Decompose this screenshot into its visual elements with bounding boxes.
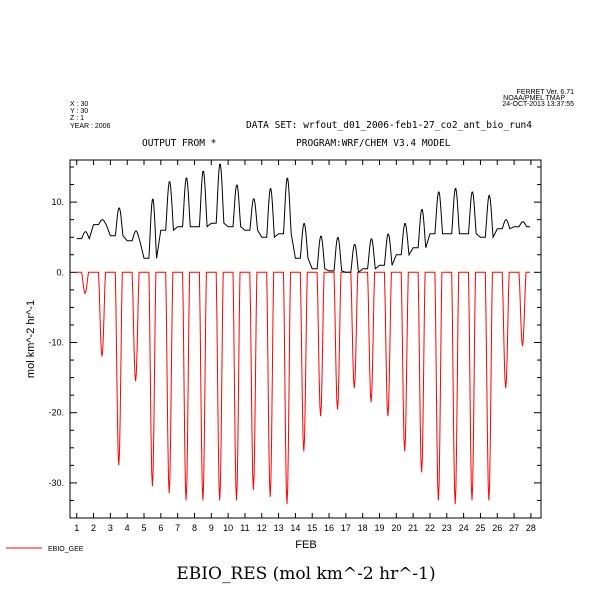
x-tick-label: 20 xyxy=(391,523,401,533)
y-tick-label: -30. xyxy=(48,478,64,488)
ferret-org-text: NOAA/PMEL TMAP xyxy=(503,95,565,102)
x-tick-label: 6 xyxy=(158,523,163,533)
y-tick-label: 10. xyxy=(51,197,64,207)
axis-ticks xyxy=(70,160,541,519)
x-tick-label: 23 xyxy=(442,523,452,533)
x-tick-label: 4 xyxy=(125,523,130,533)
year-text: YEAR : 2006 xyxy=(70,123,111,130)
x-tick-label: 21 xyxy=(408,523,418,533)
x-tick-label: 2 xyxy=(91,523,96,533)
x-tick-label: 11 xyxy=(240,523,249,533)
x-tick-label: 9 xyxy=(209,523,214,533)
y-tick-labels: 10. 0. -10. -20. -30. xyxy=(48,197,64,488)
x-tick-label: 18 xyxy=(358,523,368,533)
x-tick-label: 25 xyxy=(475,523,485,533)
y-coord-text: Y : 30 xyxy=(70,108,88,115)
ebio-gee-series-line xyxy=(76,271,531,505)
x-tick-label: 10 xyxy=(223,523,233,533)
x-tick-label: 14 xyxy=(290,523,300,533)
x-tick-labels: 1 2 3 4 5 6 7 8 9 10 11 12 13 14 15 16 17 18 19 20 21 22 23 24 2… xyxy=(74,523,536,533)
x-tick-label: 5 xyxy=(142,523,147,533)
x-tick-label: 12 xyxy=(257,523,267,533)
x-tick-label: 22 xyxy=(425,523,435,533)
legend-label-gee: EBIO_GEE xyxy=(48,546,84,553)
x-tick-label: 28 xyxy=(526,523,536,533)
y-tick-label: 0. xyxy=(56,267,64,277)
x-tick-label: 7 xyxy=(175,523,180,533)
output-from-text: OUTPUT FROM * xyxy=(142,138,216,149)
x-tick-label: 8 xyxy=(192,523,197,533)
ferret-version-text: FERRET Ver. 6.71 xyxy=(517,89,575,96)
x-tick-label: 26 xyxy=(492,523,502,533)
x-tick-label: 15 xyxy=(307,523,317,533)
x-tick-label: 13 xyxy=(274,523,284,533)
x-axis-label: FEB xyxy=(295,539,316,551)
x-tick-label: 27 xyxy=(509,523,519,533)
plot-frame xyxy=(69,159,542,519)
dataset-text: DATA SET: wrfout_d01_2006-feb1-27_co2_an… xyxy=(246,120,532,131)
x-tick-label: 19 xyxy=(375,523,385,533)
chart-title: EBIO_RES (mol km^-2 hr^-1) xyxy=(176,564,435,584)
y-tick-label: -10. xyxy=(48,338,64,348)
ebio-res-series-line xyxy=(76,163,531,274)
x-tick-label: 24 xyxy=(459,523,469,533)
y-tick-label: -20. xyxy=(48,408,64,418)
x-tick-label: 1 xyxy=(74,523,79,533)
program-text: PROGRAM:WRF/CHEM V3.4 MODEL xyxy=(296,138,451,149)
x-tick-label: 3 xyxy=(108,523,113,533)
x-coord-text: X : 30 xyxy=(70,101,88,108)
y-axis-label: mol km^-2 hr^-1 xyxy=(25,300,37,378)
z-coord-text: Z : 1 xyxy=(70,115,84,122)
timestamp-text: 24-OCT-2013 13:37:55 xyxy=(502,101,574,108)
x-tick-label: 16 xyxy=(324,523,334,533)
x-tick-label: 17 xyxy=(341,523,351,533)
